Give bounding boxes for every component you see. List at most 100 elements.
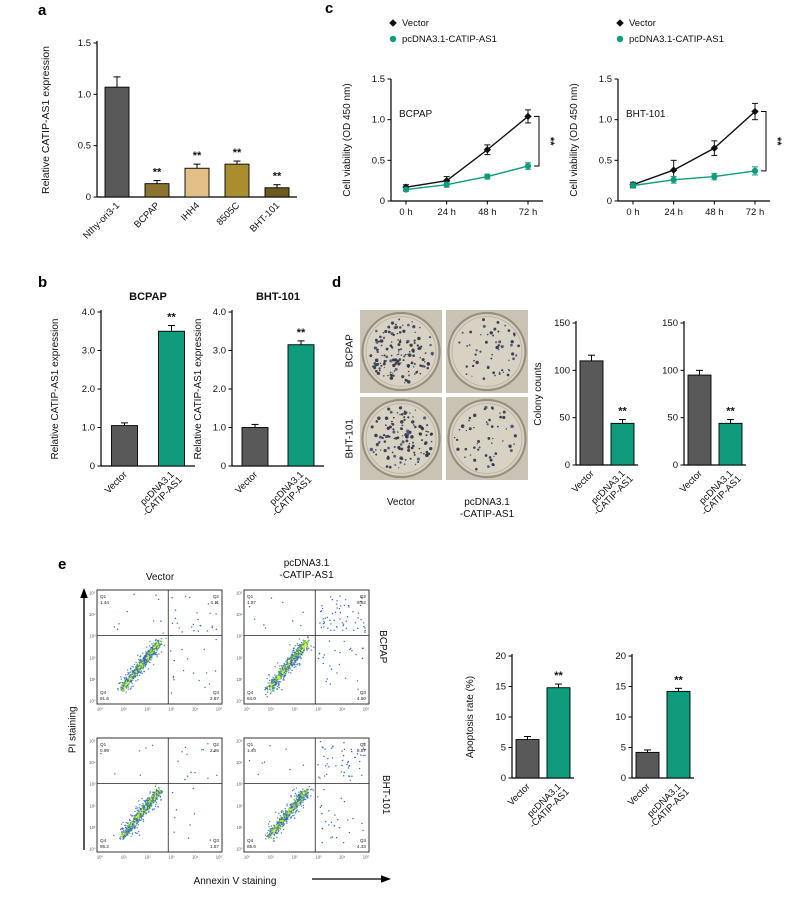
svg-text:Vector: Vector — [103, 469, 130, 496]
quadrant-label-q2: Q2 — [213, 594, 220, 599]
y-tick-label: 2.0 — [213, 384, 226, 395]
x-tick-label: 10² — [292, 707, 299, 712]
svg-text:91.6: 91.6 — [100, 696, 109, 701]
x-tick-label: 10⁵ — [216, 855, 223, 860]
panel-e-apoptosis-chart-bcpap: Apoptosis rate (%)05101520Vector**pcDNA3… — [465, 651, 574, 831]
quadrant-label-q4: Q4 — [100, 690, 107, 695]
y-tick-label: 10⁴ — [236, 760, 243, 765]
x-tick-label: 10⁴ — [339, 707, 346, 712]
x-category-label: Vector — [233, 469, 260, 496]
y-tick-label: 1.0 — [213, 423, 226, 434]
y-tick-label: 20 — [495, 651, 506, 662]
data-point — [751, 107, 759, 116]
x-tick-label: 10³ — [315, 855, 322, 860]
y-tick-label: 10⁵ — [236, 591, 243, 596]
quadrant-label-q2: Q2 — [360, 594, 367, 599]
y-tick-label: 0 — [607, 196, 612, 207]
dish-col-label-vector: Vector — [386, 497, 416, 508]
data-point — [629, 182, 637, 189]
quadrant-label-q3: Q3 — [360, 690, 367, 695]
y-tick-label: 1.5 — [372, 74, 385, 85]
svg-text:95.2: 95.2 — [100, 844, 109, 849]
y-tick-label: 10¹ — [89, 825, 96, 830]
x-tick-label: 10² — [145, 707, 152, 712]
x-category-label: Vector — [103, 469, 130, 496]
y-tick-label: 10⁴ — [89, 612, 96, 617]
quadrant-label-q3: Q3 — [213, 838, 220, 843]
y-tick-label: 10⁰ — [236, 699, 243, 704]
x-tick-label: 10¹ — [268, 855, 275, 860]
x-category-label: Vector — [570, 468, 597, 495]
significance-marker: ** — [544, 137, 556, 146]
data-point — [711, 173, 718, 180]
x-tick-label: 48 h — [705, 207, 724, 218]
y-tick-label: 0 — [565, 460, 570, 471]
x-category-label: IHH4 — [179, 200, 202, 223]
x-category-label: Vector — [626, 781, 653, 808]
quadrant-label-q1: Q1 — [247, 594, 254, 599]
data-point — [616, 19, 624, 27]
y-tick-label: 100 — [662, 365, 678, 376]
y-tick-label: 0 — [221, 461, 226, 472]
quadrant-label-q2: Q2 — [213, 742, 220, 747]
y-tick-label: 10³ — [89, 782, 96, 787]
quadrant-label-q1: Q1 — [100, 594, 107, 599]
y-axis-label: Cell viability (OD 450 nm) — [569, 83, 580, 196]
y-tick-label: 0 — [673, 460, 678, 471]
dish-col-label-pcdna: pcDNA3.1 -CATIP-AS1 — [459, 497, 515, 520]
x-tick-label: 10⁵ — [363, 707, 370, 712]
flow-scatter — [113, 593, 218, 694]
y-tick-label: 1.0 — [372, 115, 385, 126]
y-tick-label: 50 — [559, 413, 570, 424]
y-tick-label: 10 — [495, 712, 506, 723]
significance-marker: ** — [233, 147, 242, 159]
x-tick-label: 10² — [292, 855, 299, 860]
significance-marker: ** — [618, 406, 627, 418]
y-tick-label: 0.5 — [599, 155, 612, 166]
bar-2 — [184, 167, 210, 198]
bar-1 — [158, 330, 185, 467]
y-tick-label: 10² — [89, 803, 96, 808]
significance-marker: ** — [726, 406, 735, 418]
y-tick-label: 0.5 — [372, 155, 385, 166]
y-tick-label: 10⁵ — [89, 739, 96, 744]
bar-0 — [635, 751, 660, 779]
y-tick-label: 10³ — [236, 782, 243, 787]
y-tick-label: 3.0 — [82, 346, 95, 357]
x-tick-label: 10³ — [168, 855, 175, 860]
svg-text:1.44: 1.44 — [247, 748, 256, 753]
y-tick-label: 100 — [554, 365, 570, 376]
legend-entry-0: Vector — [402, 18, 429, 29]
data-point — [524, 162, 532, 170]
quadrant-label-q4: Q4 — [100, 838, 107, 843]
panel-d-colony-chart-bcpap: Colony counts050100150Vector**pcDNA3.1-C… — [533, 318, 638, 518]
svg-text:BHT-101: BHT-101 — [248, 200, 282, 234]
y-tick-label: 10¹ — [236, 677, 243, 682]
panel-c-bcpap-line-chart: 0 0.5 1.0 1.5 0 h 24 h 48 h 72 h Cell viability … — [342, 18, 556, 218]
data-point — [483, 146, 492, 154]
significance-marker: ** — [167, 311, 176, 323]
significance-marker: ** — [771, 137, 783, 146]
data-point — [669, 166, 678, 174]
series-line-0 — [405, 115, 529, 188]
svg-text:Vector: Vector — [678, 468, 705, 495]
svg-text:Nthy-ori3-1: Nthy-ori3-1 — [81, 200, 122, 241]
x-tick-label: 10⁵ — [216, 707, 223, 712]
svg-text:4.50: 4.50 — [357, 696, 366, 701]
x-tick-label: 10¹ — [121, 855, 128, 860]
arrow-up-icon — [80, 588, 88, 598]
data-point — [751, 167, 759, 175]
svg-text:1.57: 1.57 — [210, 844, 219, 849]
y-tick-label: 10⁰ — [236, 847, 243, 852]
svg-text:85.6: 85.6 — [247, 844, 256, 849]
y-tick-label: 0 — [501, 773, 506, 784]
bar-0 — [687, 374, 712, 466]
legend-entry-0: Vector — [629, 18, 656, 29]
svg-text:BCPAP: BCPAP — [132, 200, 162, 230]
data-point — [443, 181, 450, 188]
x-tick-label: 72 h — [746, 207, 765, 218]
x-category-label: Vector — [506, 781, 533, 808]
significance-marker: ** — [297, 327, 306, 339]
